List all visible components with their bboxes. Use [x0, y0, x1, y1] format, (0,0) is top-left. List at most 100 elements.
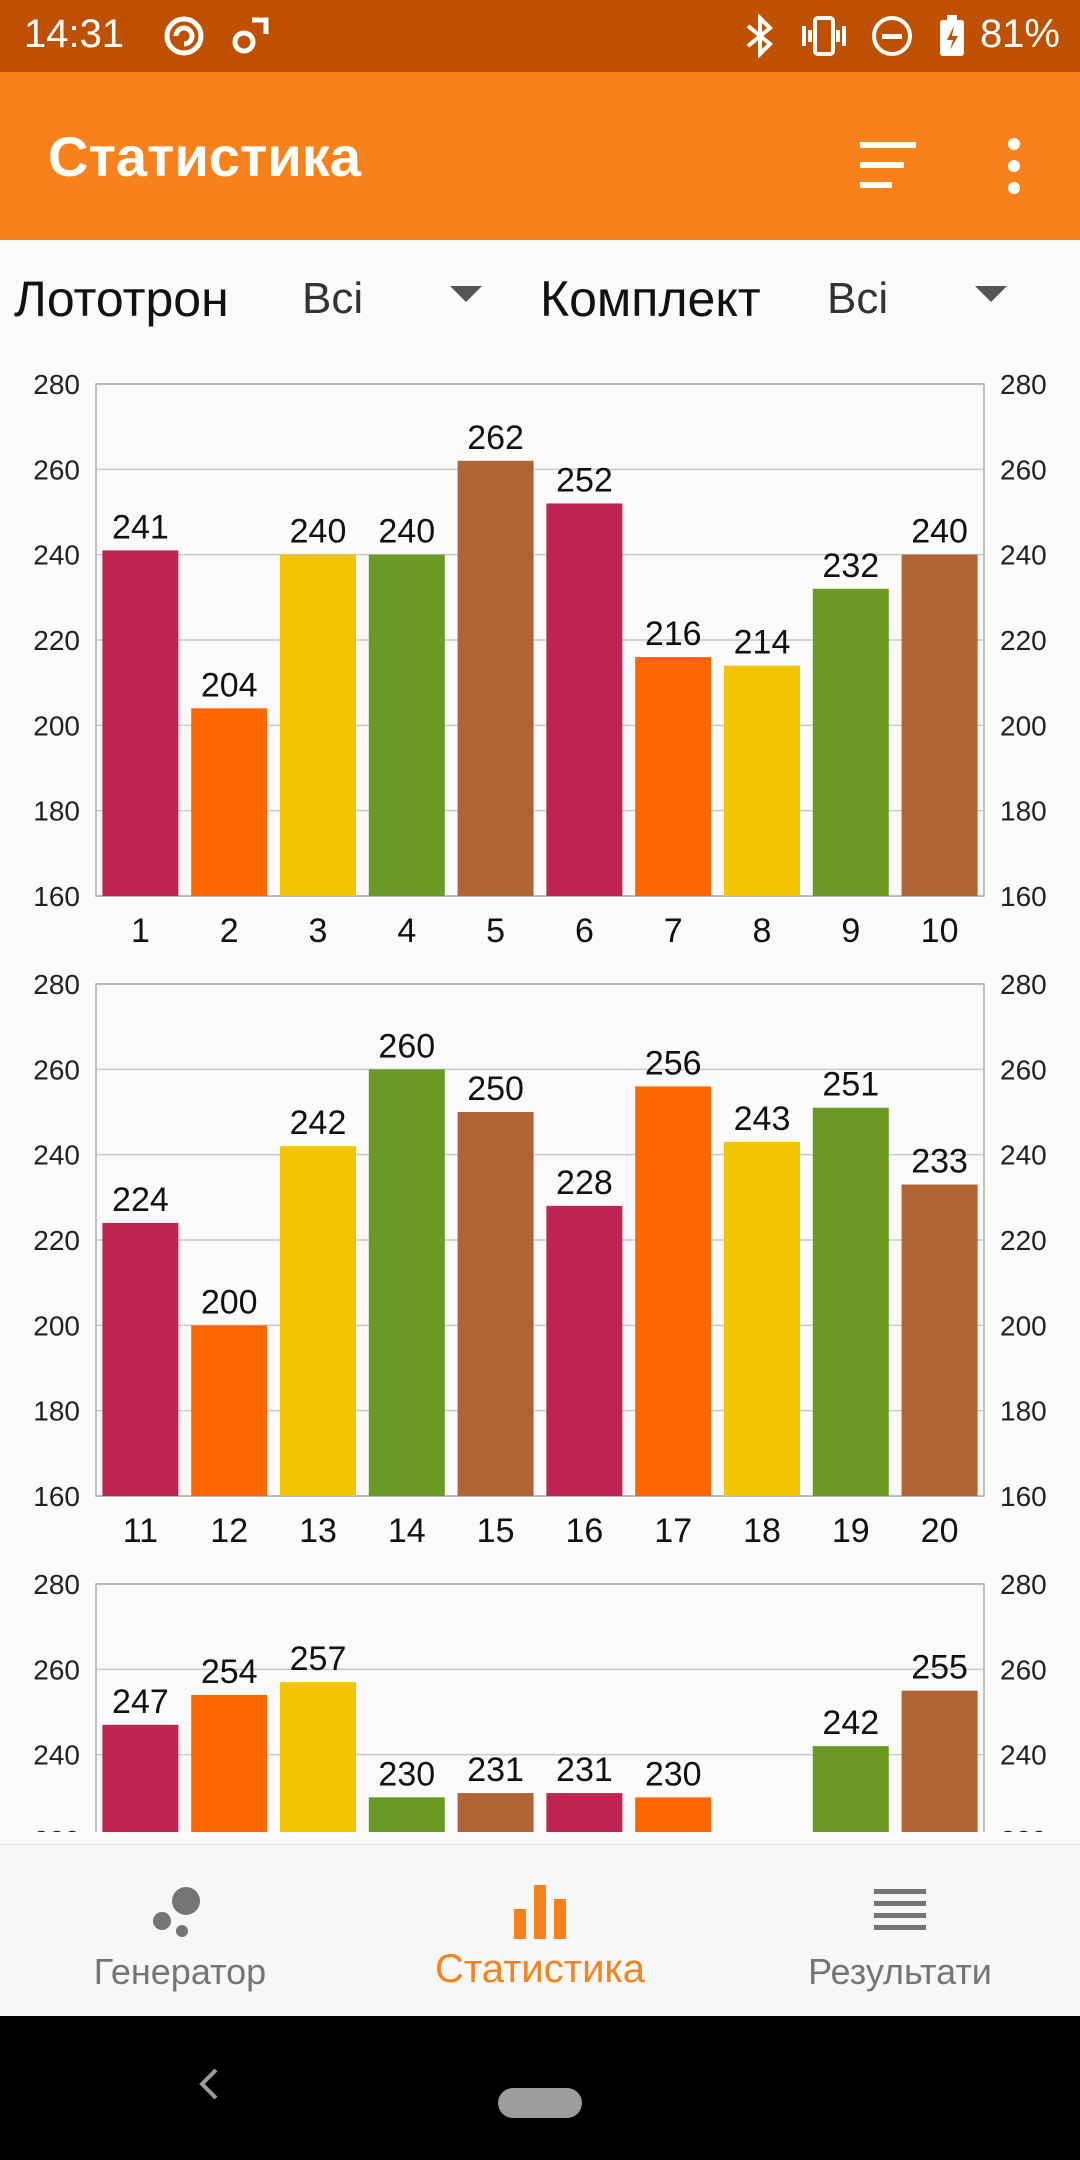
bar[interactable]	[368, 1797, 445, 1832]
bar[interactable]	[457, 1112, 534, 1496]
bar-value-label: 232	[822, 547, 879, 585]
list-icon	[874, 1889, 926, 1930]
x-tick-label: 18	[743, 1512, 781, 1550]
x-tick-label: 4	[397, 912, 416, 950]
bar[interactable]	[191, 1694, 268, 1832]
y-tick-label-left: 260	[33, 1654, 80, 1685]
x-tick-label: 3	[309, 912, 328, 950]
bar[interactable]	[102, 550, 179, 896]
bar-value-label: 231	[556, 1751, 613, 1789]
x-tick-label: 2	[220, 912, 239, 950]
sync-icon	[164, 16, 204, 56]
bar-value-label: 254	[201, 1653, 258, 1691]
bar-value-label: 240	[911, 513, 968, 551]
app-bar: Статистика	[0, 72, 1080, 240]
bar-value-label: 255	[911, 1649, 968, 1687]
bar-value-label: 243	[734, 1100, 791, 1138]
set-dropdown[interactable]: Всі	[815, 240, 1025, 352]
x-tick-label: 12	[210, 1512, 248, 1550]
bar[interactable]	[191, 708, 268, 896]
bottom-navigation: Генератор Статистика Результати	[0, 1844, 1080, 2016]
nav-statistics[interactable]: Статистика	[360, 1845, 720, 2017]
bar[interactable]	[812, 1746, 889, 1832]
bar[interactable]	[191, 1325, 268, 1496]
y-tick-label-left: 180	[33, 796, 80, 827]
bar-value-label: 216	[645, 615, 702, 653]
nav-generator[interactable]: Генератор	[0, 1845, 360, 2017]
dropdown-arrow-icon	[975, 286, 1007, 302]
bar[interactable]	[368, 554, 445, 896]
status-time: 14:31	[24, 12, 125, 56]
sort-button[interactable]	[846, 124, 930, 208]
bar[interactable]	[635, 1086, 712, 1496]
bar[interactable]	[812, 1107, 889, 1496]
bar[interactable]	[546, 503, 623, 896]
x-tick-label: 19	[832, 1512, 870, 1550]
bar[interactable]	[457, 460, 534, 896]
bar[interactable]	[724, 1141, 800, 1496]
y-tick-label-right: 280	[1000, 1569, 1047, 1600]
y-tick-label-right: 260	[1000, 454, 1047, 485]
more-options-button[interactable]	[972, 124, 1056, 208]
bar-value-label: 240	[378, 513, 435, 551]
bar[interactable]	[635, 657, 712, 896]
bar[interactable]	[368, 1069, 445, 1496]
battery-level: 81%	[979, 12, 1060, 56]
bar[interactable]	[901, 1184, 978, 1496]
lototron-value: Всі	[302, 274, 364, 323]
nav-label: Статистика	[434, 1947, 646, 1991]
bar-value-label: 214	[734, 624, 791, 662]
generator-icon	[153, 1887, 200, 1937]
bar-value-label: 257	[290, 1640, 347, 1678]
bar[interactable]	[812, 588, 889, 896]
nav-results[interactable]: Результати	[720, 1845, 1080, 2017]
bar-value-label: 262	[467, 419, 524, 457]
y-tick-label-left: 160	[33, 881, 80, 912]
bar[interactable]	[457, 1793, 534, 1832]
y-tick-label-left: 200	[33, 710, 80, 741]
bar[interactable]	[102, 1222, 179, 1496]
bar[interactable]	[280, 1146, 356, 1496]
bar[interactable]	[546, 1205, 623, 1496]
bar[interactable]	[724, 665, 800, 896]
settings-sync-icon	[232, 17, 269, 54]
chart-3: 2802802602602402402202202002001801801601…	[0, 1540, 1080, 1832]
x-tick-label: 5	[486, 912, 505, 950]
bar[interactable]	[546, 1793, 623, 1832]
bar-value-label: 230	[645, 1755, 702, 1793]
bar[interactable]	[280, 554, 356, 896]
bar-chart: 2802802602602402402202202002001801801601…	[33, 1569, 1047, 1832]
bar-value-label: 241	[112, 508, 169, 546]
bar-value-label: 200	[201, 1283, 258, 1321]
y-tick-label-right: 220	[1000, 625, 1047, 656]
bar-value-label: 230	[378, 1755, 435, 1793]
lototron-dropdown[interactable]: Всі	[290, 240, 500, 352]
y-tick-label-left: 280	[33, 1569, 80, 1600]
nav-label: Генератор	[93, 1951, 267, 1992]
bar[interactable]	[901, 554, 978, 896]
bluetooth-icon	[746, 14, 773, 58]
x-tick-label: 10	[921, 912, 959, 950]
y-tick-label-right: 220	[1000, 1225, 1047, 1256]
x-tick-label: 16	[565, 1512, 603, 1550]
bar-value-label: 231	[467, 1751, 524, 1789]
x-tick-label: 7	[664, 912, 683, 950]
y-tick-label-left: 260	[33, 1054, 80, 1085]
bar-value-label: 250	[467, 1070, 524, 1108]
plot-frame	[95, 383, 985, 897]
bar[interactable]	[635, 1797, 712, 1832]
bar[interactable]	[102, 1724, 179, 1832]
home-pill[interactable]	[498, 2088, 582, 2118]
y-tick-label-right: 160	[1000, 881, 1047, 912]
y-tick-label-left: 180	[33, 1396, 80, 1427]
y-tick-label-left: 240	[33, 540, 80, 571]
page-title: Статистика	[48, 125, 362, 188]
bar-value-label: 242	[290, 1104, 347, 1142]
x-tick-label: 8	[753, 912, 772, 950]
bar[interactable]	[901, 1690, 978, 1832]
back-icon[interactable]	[186, 2060, 234, 2108]
x-tick-label: 9	[841, 912, 860, 950]
bar[interactable]	[280, 1682, 356, 1832]
set-label: Комплект	[540, 271, 761, 327]
